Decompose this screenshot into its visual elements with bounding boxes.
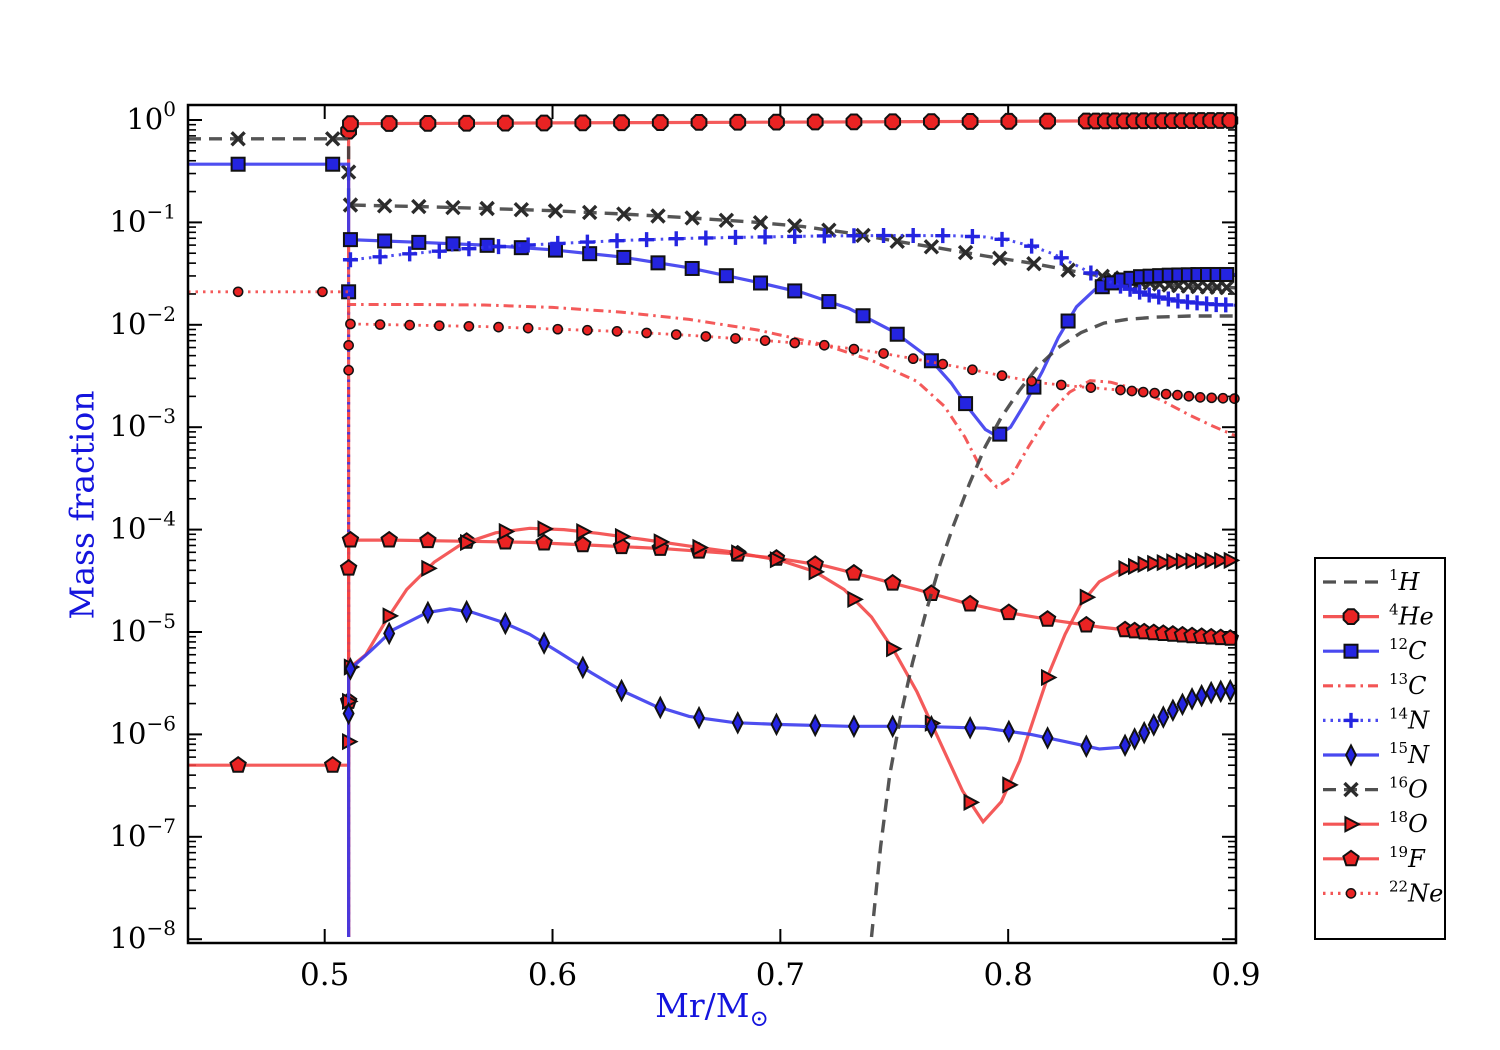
legend-entry-N14: 14N	[1323, 704, 1430, 734]
series-N14-markers	[342, 228, 1234, 313]
x-tick-label: 0.7	[756, 957, 805, 993]
legend-box	[1314, 557, 1446, 940]
x-axis-label: Mr/M⊙	[655, 986, 769, 1032]
y-tick-label: 10−3	[110, 404, 176, 443]
legend-label-Ne22: 22Ne	[1389, 877, 1443, 907]
legend-entry-C13: 13C	[1323, 670, 1426, 700]
y-tick-label: 10−1	[110, 199, 176, 238]
x-axis-label-text: Mr/M	[655, 986, 750, 1025]
plot-area-border	[186, 103, 1238, 945]
y-tick-label: 10−5	[110, 609, 176, 648]
legend-label-N14: 14N	[1389, 704, 1430, 734]
legend-entry-H1: 1H	[1323, 566, 1421, 596]
series-H1	[869, 314, 1236, 938]
series-C12-line	[188, 162, 1236, 438]
series-C12-markers	[230, 156, 1235, 442]
legend-entry-Ne22: 22Ne	[1323, 877, 1443, 907]
series-C13	[347, 303, 1237, 937]
legend-label-C12: 12C	[1389, 635, 1426, 665]
y-tick-label: 10−4	[110, 507, 176, 546]
series-O18-line	[347, 526, 1236, 937]
x-tick-label: 0.5	[300, 957, 349, 993]
series-N15	[342, 599, 1237, 937]
y-tick-label: 10−2	[110, 302, 176, 341]
legend: 1H 4He 12C 13C 14N 15N 16O 18O 19F 22Ne	[1314, 557, 1446, 940]
series-Ne22-line	[188, 290, 1237, 401]
series-O18	[342, 520, 1241, 937]
series-H1-line	[869, 314, 1236, 938]
series-O16-line	[188, 137, 1237, 290]
x-tick-label: 0.6	[528, 957, 577, 993]
legend-label-He4: 4He	[1389, 601, 1434, 631]
y-tick-label: 100	[126, 97, 176, 136]
axis-ticks	[188, 105, 1237, 943]
legend-label-O18: 18O	[1389, 808, 1428, 838]
legend-entry-O18: 18O	[1323, 808, 1428, 838]
series-O18-markers	[342, 520, 1241, 811]
series-N15-markers	[342, 599, 1237, 759]
series-C13-line	[347, 303, 1237, 937]
series-N15-line	[347, 607, 1237, 937]
y-tick-label: 10−7	[110, 814, 176, 853]
series-O16	[188, 131, 1237, 296]
y-tick-label: 10−8	[110, 916, 176, 955]
legend-entry-O16: 16O	[1323, 774, 1428, 804]
legend-label-C13: 13C	[1389, 670, 1426, 700]
legend-label-N15: 15N	[1389, 739, 1430, 769]
y-axis-label: Mass fraction	[63, 391, 102, 620]
legend-entry-F19: 19F	[1323, 843, 1426, 873]
legend-entry-He4: 4He	[1323, 601, 1434, 631]
sun-symbol: ⊙	[749, 1006, 769, 1032]
legend-entry-C12: 12C	[1323, 635, 1426, 665]
legend-entry-N15: 15N	[1323, 739, 1430, 769]
series-C12	[188, 156, 1236, 442]
legend-label-H1: 1H	[1389, 566, 1421, 596]
axis-tick-labels: 0.5 0.6 0.7 0.8 0.9 100 10−1 10−2 10−3 10−4 10−5 10…	[110, 97, 1261, 993]
y-tick-label: 10−6	[110, 711, 176, 750]
x-tick-label: 0.9	[1211, 957, 1260, 993]
series-He4-markers	[340, 112, 1239, 140]
legend-label-F19: 19F	[1389, 843, 1426, 873]
x-tick-label: 0.8	[984, 957, 1033, 993]
series-N14	[342, 228, 1237, 937]
y-axis-label-text: Mass fraction	[62, 390, 102, 620]
series-He4	[340, 112, 1239, 937]
legend-label-O16: 16O	[1389, 774, 1428, 804]
